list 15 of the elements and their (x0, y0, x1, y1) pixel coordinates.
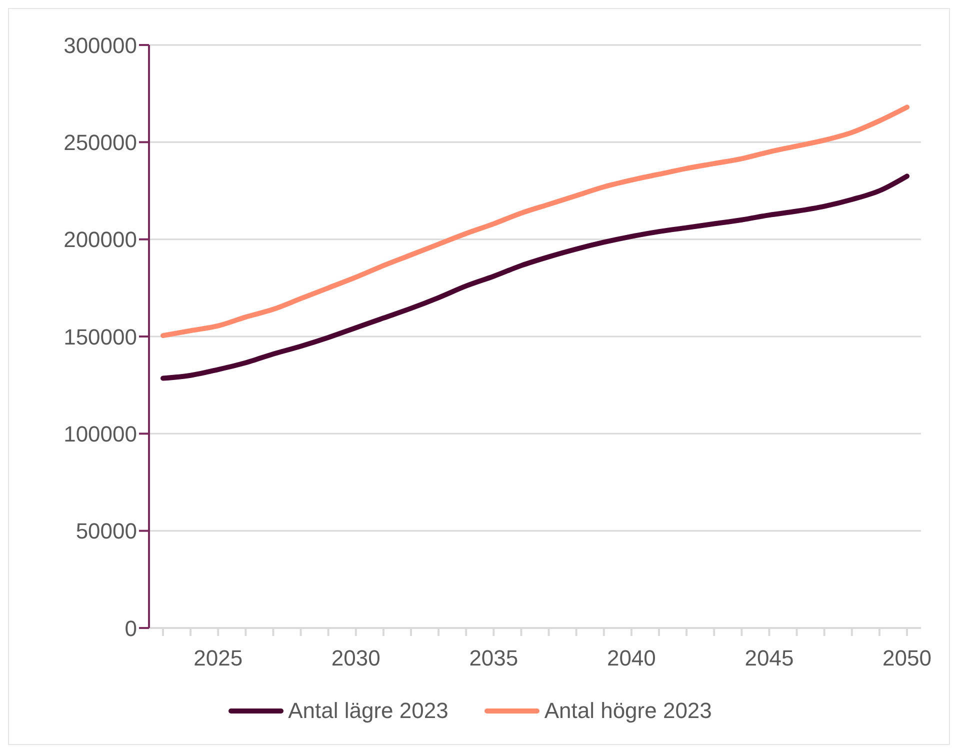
y-tick-label: 0 (124, 616, 137, 641)
y-tick-label: 200000 (64, 227, 137, 252)
x-tick-label: 2025 (194, 646, 243, 671)
y-tick-label: 300000 (64, 32, 137, 58)
legend-label: Antal lägre 2023 (288, 698, 448, 724)
legend-label: Antal högre 2023 (544, 698, 712, 724)
x-tick-label: 2040 (606, 646, 656, 671)
x-tick-label: 2045 (744, 646, 794, 671)
x-tick-label: 2030 (331, 646, 380, 671)
y-tick-label: 50000 (76, 518, 137, 544)
x-tick-label: 2035 (469, 646, 518, 671)
y-tick-label: 250000 (64, 130, 137, 155)
x-tick-label: 2050 (882, 646, 932, 671)
y-tick-label: 100000 (64, 421, 137, 446)
y-tick-label: 150000 (64, 324, 137, 350)
